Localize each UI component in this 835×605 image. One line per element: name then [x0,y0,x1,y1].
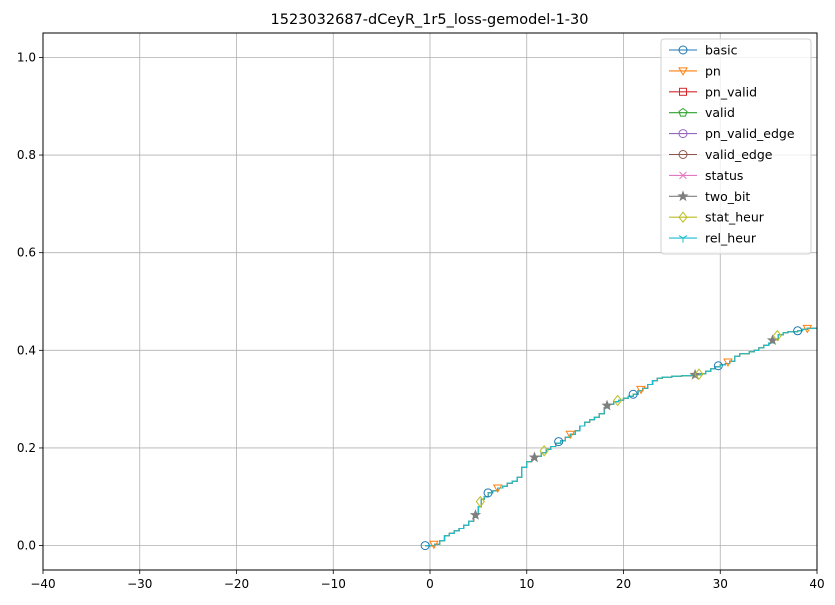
legend-marker [678,150,688,159]
legend-label: pn [705,63,721,78]
data-point [793,326,803,336]
data-point [528,451,541,463]
markers-two-bit [469,334,779,520]
legend-marker [678,129,688,139]
series-rel-heur [425,327,817,547]
series-stat-heur [425,327,817,547]
legend-label: pn_valid [705,84,757,99]
data-point [475,495,485,508]
series-basic [425,327,817,547]
chart-title: 1523032687-dCeyR_1r5_loss-gemodel-1-30 [271,12,589,28]
data-point [469,509,482,520]
data-point [802,324,813,334]
data-point [713,361,723,371]
series-line [425,327,817,547]
y-tick-label: 0.6 [17,246,36,260]
y-tick-label: 1.0 [17,50,36,64]
data-point [613,394,623,407]
legend-marker [679,171,687,180]
data-point [694,368,704,380]
series-pn-valid [425,327,817,547]
legend-marker [679,87,687,96]
legend-marker [678,67,688,76]
data-point [636,385,646,395]
legend-entry: rel_heur [669,231,757,246]
x-tick-label: 20 [616,577,631,591]
x-tick-label: 30 [713,577,728,591]
data-point [429,540,439,550]
legend-entry: pn_valid [669,84,757,99]
legend-marker [677,190,689,202]
legend-label: rel_heur [705,231,757,246]
legend-entry: pn [669,63,721,78]
data-point [492,484,503,493]
series-line [425,327,817,547]
legend-entry: two_bit [669,189,750,204]
series-status [425,327,817,547]
data-point [554,437,564,447]
markers-basic [420,326,803,551]
legend-label: stat_heur [705,210,765,225]
x-tick-label: −20 [224,577,249,591]
data-point [601,399,613,411]
legend-entry: basic [669,43,738,58]
y-tick-label: 0.2 [17,441,36,455]
series-line [425,327,817,547]
series-valid [425,327,817,547]
series-line [425,327,817,547]
y-tick-label: 0.4 [17,343,36,357]
legend-label: basic [705,43,738,58]
legend-label: two_bit [705,189,750,204]
legend-label: valid [705,105,735,120]
data-point [628,389,638,399]
x-tick-label: −10 [321,577,346,591]
data-point [539,444,549,457]
markers-stat-heur [475,329,782,508]
x-tick-label: 40 [809,577,824,591]
legend-entry: valid_edge [669,147,773,162]
legend-box [660,38,812,255]
axis-ticks: −40 −30 −20 −10 0 10 20 30 40 0.0 0.2 0.4 0.6 0.8 1.0 [17,50,825,591]
x-tick-label: −30 [127,577,152,591]
y-tick-label: 0.0 [17,539,36,553]
series-valid-edge [425,327,817,547]
series-pn [425,327,817,547]
plot-area [420,324,817,551]
data-point [420,541,430,551]
data-point [483,488,493,498]
x-tick-label: 0 [426,577,434,591]
data-point [565,430,576,440]
legend-entry: pn_valid_edge [669,126,795,141]
legend-marker [678,107,688,117]
legend-entry: valid [669,105,735,120]
legend-label: valid_edge [705,147,773,162]
series-line [425,327,817,547]
legend-marker [678,45,688,55]
legend-marker [678,211,688,224]
legend-marker [678,235,688,243]
data-point [723,358,733,368]
series-pn-valid-edge [425,327,817,547]
legend-entry: stat_heur [669,210,765,225]
series-line [425,327,817,547]
series-line [425,327,817,547]
y-tick-label: 0.8 [17,148,36,162]
series-line [425,327,817,547]
legend-label: pn_valid_edge [705,126,795,141]
legend-entry: status [669,168,743,183]
data-point [772,329,782,342]
legend-label: status [705,168,743,183]
x-tick-label: 10 [519,577,534,591]
x-tick-label: −40 [30,577,55,591]
markers-pn [429,324,813,550]
series-two-bit [425,327,817,547]
series-line [425,327,817,547]
series-line [425,327,817,547]
